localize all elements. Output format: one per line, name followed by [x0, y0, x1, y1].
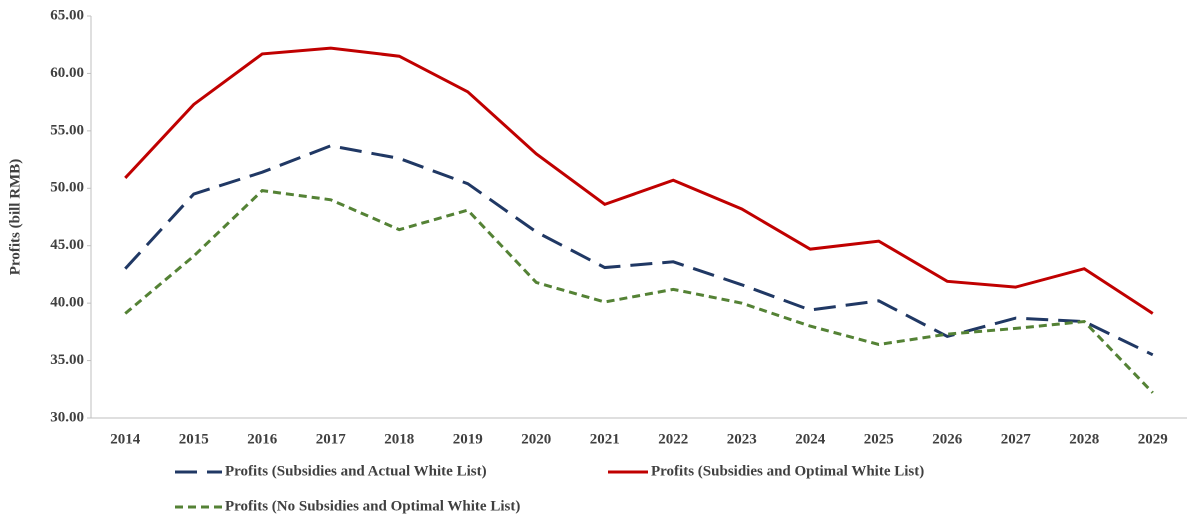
y-tick-label: 30.00	[50, 409, 84, 425]
data-line	[124, 144, 1154, 357]
y-tick-label: 50.00	[50, 180, 84, 196]
legend-label: Profits (Subsidies and Actual White List…	[225, 463, 487, 479]
y-tick-label: 35.00	[50, 352, 84, 368]
data-line	[124, 46, 1154, 315]
x-tick-label: 2020	[521, 431, 551, 447]
x-tick-label: 2025	[864, 431, 894, 447]
x-tick-label: 2017	[316, 431, 347, 447]
y-axis-title: Profits (bill RMB)	[7, 159, 23, 275]
data-line	[124, 189, 1154, 394]
x-tick-label: 2023	[727, 431, 757, 447]
y-tick-label: 40.00	[50, 295, 84, 311]
x-tick-label: 2022	[658, 431, 688, 447]
legend-label: Profits (No Subsidies and Optimal White …	[225, 498, 520, 514]
y-tick-label: 45.00	[50, 237, 84, 253]
x-tick-label: 2018	[384, 431, 414, 447]
x-tick-label: 2019	[453, 431, 483, 447]
x-tick-label: 2014	[110, 431, 141, 447]
y-tick-label: 65.00	[50, 7, 84, 23]
x-tick-label: 2021	[590, 431, 620, 447]
y-tick-label: 60.00	[50, 65, 84, 81]
x-tick-label: 2027	[1001, 431, 1032, 447]
x-tick-label: 2026	[932, 431, 963, 447]
legend-label: Profits (Subsidies and Optimal White Lis…	[651, 463, 924, 479]
x-tick-label: 2029	[1138, 431, 1168, 447]
x-tick-label: 2028	[1069, 431, 1099, 447]
x-tick-label: 2016	[247, 431, 278, 447]
y-tick-label: 55.00	[50, 122, 84, 138]
x-tick-label: 2024	[795, 431, 826, 447]
x-tick-label: 2015	[179, 431, 209, 447]
